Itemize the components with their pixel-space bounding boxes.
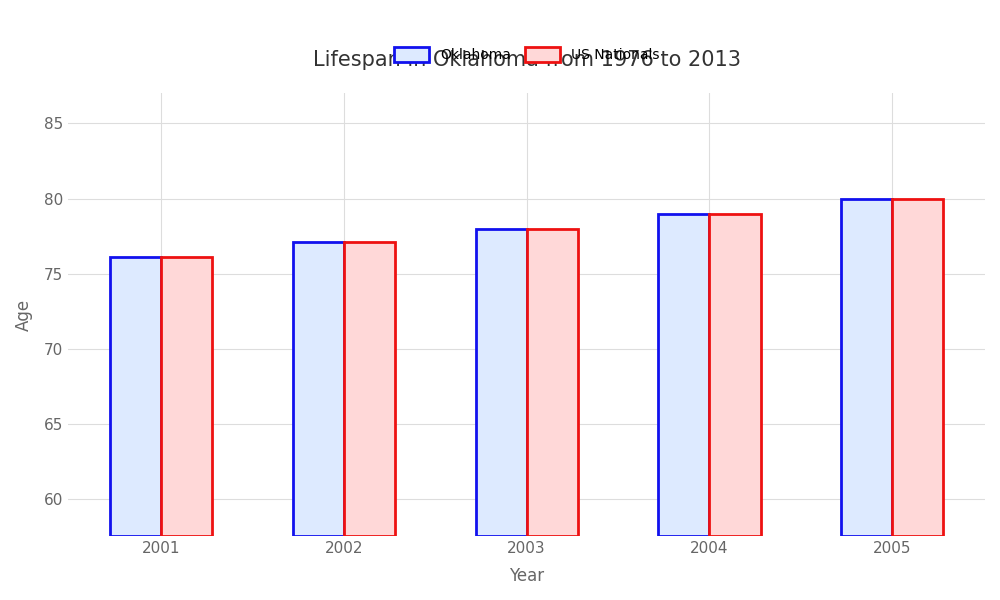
Legend: Oklahoma, US Nationals: Oklahoma, US Nationals (394, 47, 659, 62)
Bar (110, 257, 161, 536)
Bar (709, 214, 761, 536)
Bar (527, 229, 578, 536)
Title: Lifespan in Oklahoma from 1976 to 2013: Lifespan in Oklahoma from 1976 to 2013 (313, 50, 741, 70)
Bar (344, 242, 395, 536)
Bar (658, 214, 709, 536)
Bar (161, 257, 212, 536)
X-axis label: Year: Year (509, 567, 544, 585)
Bar (293, 242, 344, 536)
Bar (476, 229, 527, 536)
Bar (892, 199, 943, 536)
Y-axis label: Age: Age (15, 299, 33, 331)
Bar (841, 199, 892, 536)
